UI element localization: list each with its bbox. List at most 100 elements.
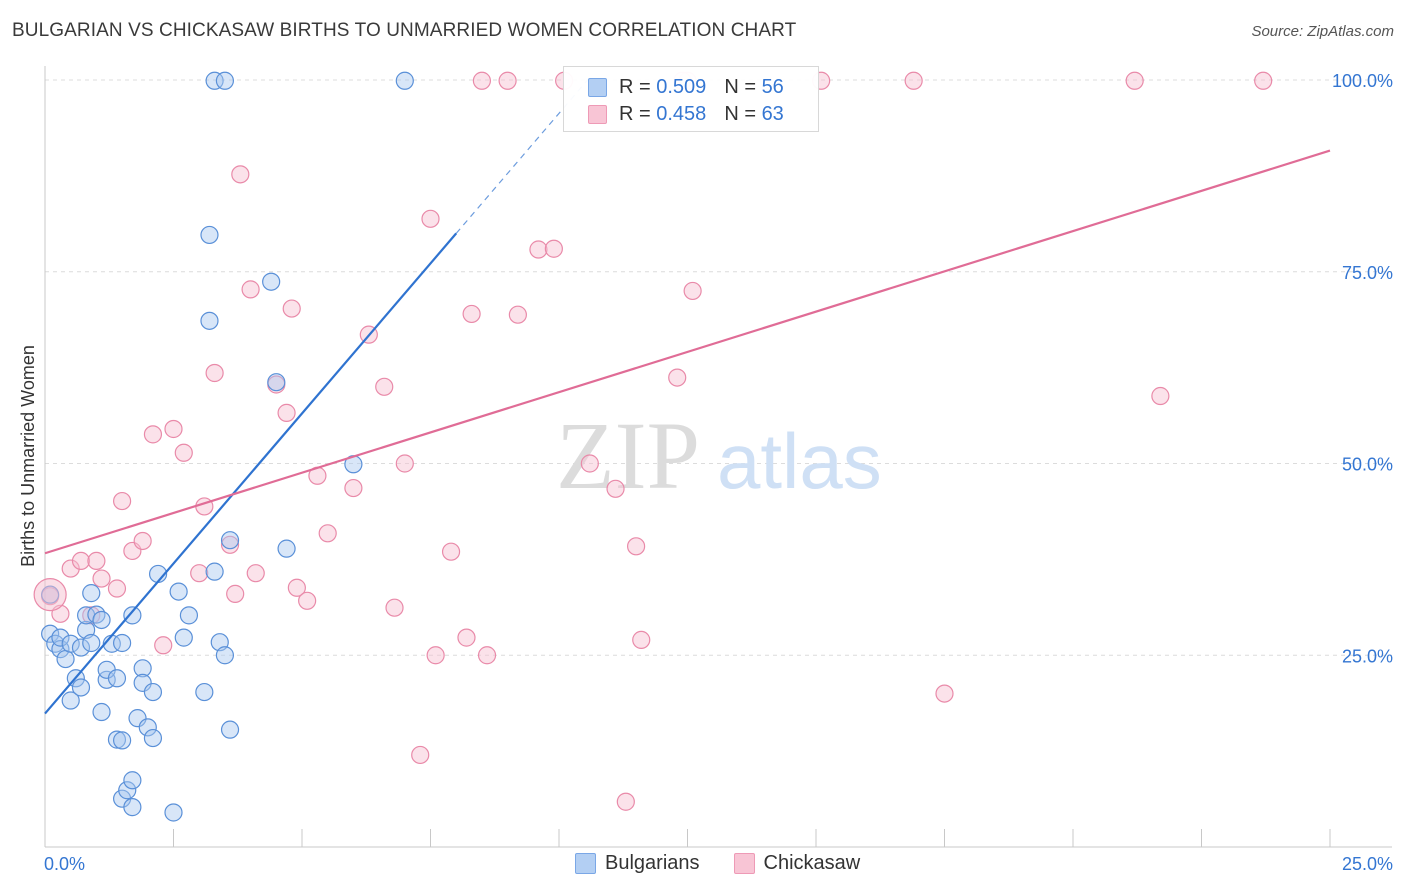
legend-r-value: 0.458 [656, 102, 707, 125]
chickasaw-point [606, 479, 625, 498]
bulgarians-point [179, 606, 199, 625]
chickasaw-point [544, 239, 563, 258]
chickasaw-point [411, 745, 430, 765]
bulgarians-point [143, 682, 163, 702]
chickasaw-point [426, 646, 445, 665]
chickasaw-point [241, 280, 260, 299]
chickasaw-point [174, 443, 193, 462]
bulgarians-points [33, 71, 414, 822]
bulgarians-point [174, 628, 193, 647]
chickasaw-point [1125, 71, 1144, 90]
chickasaw-point [462, 304, 481, 324]
bulgarians-point [205, 562, 224, 581]
chickasaw-point [246, 564, 265, 583]
bulgarians-point [164, 803, 183, 822]
chickasaw-points [41, 71, 1273, 811]
watermark-atlas: atlas [717, 417, 882, 505]
bulgarians-point [133, 659, 152, 678]
bulgarians-point [92, 702, 111, 722]
bulgarians-point [112, 731, 132, 750]
bulgarians-point [112, 633, 132, 653]
bulgarians-point [195, 682, 214, 702]
bulgarians-point [61, 691, 80, 710]
chickasaw-point [935, 684, 954, 703]
chickasaw-point [318, 524, 337, 543]
legend-n-value: 63 [761, 102, 784, 125]
y-tick-label: 25.0% [1342, 646, 1393, 666]
watermark: ZIP atlas [556, 402, 882, 509]
y-tick-label: 75.0% [1342, 263, 1393, 283]
chickasaw-point [421, 209, 440, 228]
legend-n-label: N = [724, 102, 756, 125]
bulgarians-point [215, 71, 234, 90]
bulgarians-trend-extension [455, 76, 591, 234]
chickasaw-point [112, 491, 132, 511]
bulgarians-point [220, 720, 240, 739]
legend-n-label: N = [724, 75, 756, 98]
bulgarians-point [107, 669, 127, 688]
legend-n-value: 56 [761, 75, 784, 98]
bulgarians-point [133, 673, 152, 692]
watermark-zip: ZIP [556, 402, 700, 509]
bulgarians-point [107, 730, 127, 749]
bulgarians-point [220, 531, 240, 550]
bulgarians-point [169, 582, 188, 601]
chickasaw-point [164, 419, 183, 439]
bulgarians-point [56, 649, 75, 669]
bulgarians-point [143, 728, 163, 748]
bulgarians-point [92, 610, 111, 630]
large-point [33, 578, 67, 612]
bulgarians-point [87, 605, 106, 624]
chickasaw-point [231, 165, 250, 184]
chickasaw-point [92, 569, 111, 588]
chickasaw-point [395, 454, 414, 473]
legend-row-bulgarians: R = 0.509 N = 56 [588, 74, 784, 100]
bulgarians-point [123, 798, 142, 817]
legend-swatch-blue [588, 77, 607, 97]
chickasaw-point [133, 531, 152, 551]
chickasaw-point [71, 551, 91, 571]
chickasaw-point [282, 299, 301, 318]
gridlines [45, 79, 1392, 656]
bulgarians-point [41, 624, 60, 643]
chickasaw-point [107, 579, 127, 598]
bulgarians-point [71, 638, 91, 657]
bulgarians-point [123, 771, 142, 790]
correlation-legend: R = 0.509 N = 56 R = 0.458 N = 63 [563, 66, 819, 132]
bulgarians-point [71, 678, 91, 697]
bulgarians-point [51, 628, 70, 647]
chickasaw-point [1151, 386, 1170, 406]
bulgarians-point [123, 606, 142, 625]
legend-item-chickasaw[interactable]: Chickasaw [733, 852, 861, 875]
chickasaw-point [277, 403, 296, 422]
chickasaw-point [61, 559, 80, 578]
y-tick-label: 50.0% [1342, 455, 1393, 475]
tick-labels: 25.0% 50.0% 75.0% 100.0% 0.0% 25.0% [44, 71, 1393, 874]
chickasaw-point [344, 478, 363, 498]
chickasaw-point [668, 368, 687, 387]
legend-swatch-pink [588, 104, 607, 124]
bulgarians-point [267, 373, 286, 392]
chickasaw-label: Chickasaw [763, 852, 861, 874]
y-tick-label: 100.0% [1332, 71, 1393, 91]
chickasaw-point [190, 564, 209, 583]
bulgarians-point [262, 272, 281, 291]
bulgarians-trend-line [44, 232, 458, 715]
bulgarians-point [395, 71, 414, 90]
chickasaw-point [154, 636, 173, 655]
bulgarians-point [277, 539, 296, 558]
chickasaw-point [477, 646, 497, 665]
chickasaw-point [287, 578, 306, 597]
trend-lines [44, 76, 1331, 715]
legend-item-bulgarians[interactable]: Bulgarians [575, 852, 700, 875]
x-tick-label: 0.0% [44, 854, 85, 874]
chickasaw-point [632, 630, 651, 650]
chickasaw-point [580, 454, 599, 473]
chickasaw-point [472, 71, 491, 90]
bulgarians-point [128, 709, 147, 728]
chickasaw-swatch [733, 853, 755, 874]
legend-row-chickasaw: R = 0.458 N = 63 [588, 101, 784, 127]
bulgarians-swatch [575, 853, 596, 874]
bulgarians-point [61, 634, 80, 653]
